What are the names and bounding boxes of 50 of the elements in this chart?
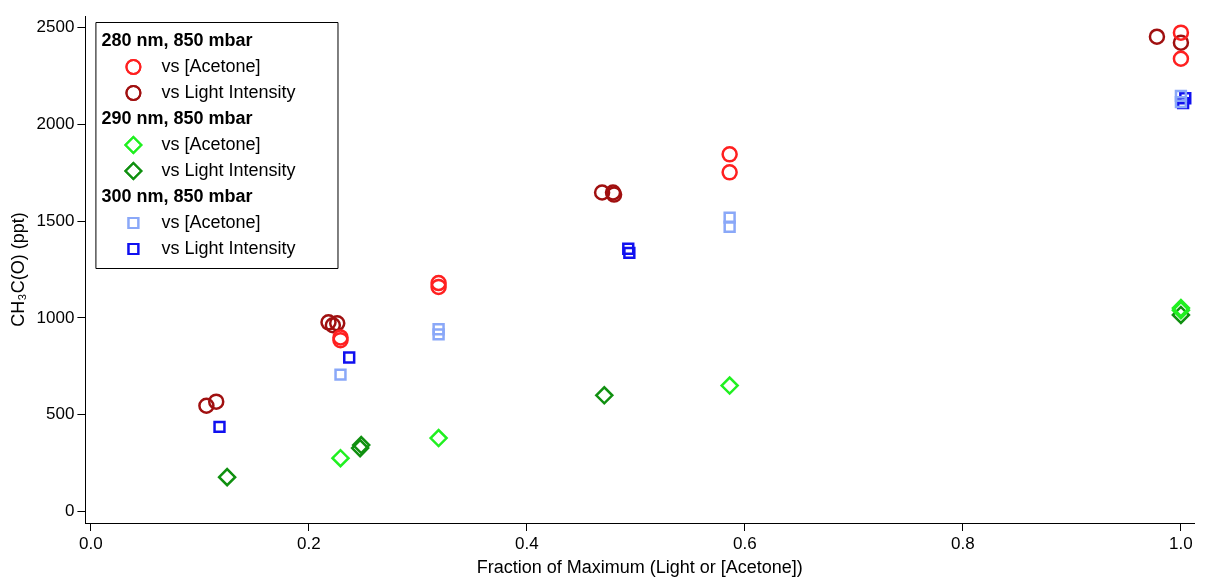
point	[343, 351, 356, 364]
point	[623, 246, 636, 260]
x-tick-label: 1.0	[1169, 533, 1193, 553]
y-tick-label: 2000	[36, 114, 75, 134]
point	[720, 376, 739, 395]
legend-label: vs [Acetone]	[161, 133, 261, 154]
point	[429, 428, 448, 448]
point	[593, 184, 611, 201]
point	[207, 393, 225, 410]
annotation: 290 nm, 850 mbar	[101, 107, 253, 128]
point	[320, 314, 337, 331]
point	[198, 397, 215, 414]
point	[723, 211, 736, 224]
legend-label: vs Light Intensity	[161, 81, 296, 102]
legend-label: vs [Acetone]	[161, 211, 261, 232]
y-axis-title: CH₃C(O) (ppt)	[7, 212, 28, 327]
point	[1148, 28, 1166, 45]
x-tick-label: 0.2	[297, 533, 321, 553]
point	[723, 220, 736, 233]
point	[595, 386, 614, 405]
point	[1172, 50, 1190, 68]
y-tick-label: 1000	[36, 307, 75, 327]
point	[1172, 24, 1190, 41]
y-tick-label: 2500	[36, 17, 75, 37]
point	[213, 420, 226, 434]
legend-label: vs [Acetone]	[161, 55, 261, 76]
point	[334, 368, 347, 381]
point	[430, 278, 447, 296]
y-tick-label: 0	[64, 501, 75, 521]
x-tick-label: 0.8	[951, 533, 975, 553]
y-tick-label: 1500	[36, 210, 75, 230]
point	[217, 467, 237, 487]
point	[432, 323, 445, 336]
x-tick-label: 0.6	[733, 533, 757, 553]
annotation: 300 nm, 850 mbar	[101, 185, 253, 206]
annotation: 280 nm, 850 mbar	[101, 29, 253, 50]
point	[430, 274, 447, 292]
x-tick-label: 0.0	[79, 533, 103, 553]
legend-label: vs Light Intensity	[161, 237, 296, 258]
x-axis-title: Fraction of Maximum (Light or [Acetone])	[476, 557, 803, 578]
point	[1174, 89, 1188, 103]
point	[324, 316, 342, 334]
point	[721, 146, 738, 163]
y-tick-label: 500	[46, 404, 75, 424]
point	[432, 328, 445, 341]
legend-label: vs Light Intensity	[161, 159, 296, 180]
point	[331, 448, 350, 468]
x-tick-label: 0.4	[515, 533, 539, 553]
point	[721, 164, 738, 181]
point	[622, 242, 635, 255]
